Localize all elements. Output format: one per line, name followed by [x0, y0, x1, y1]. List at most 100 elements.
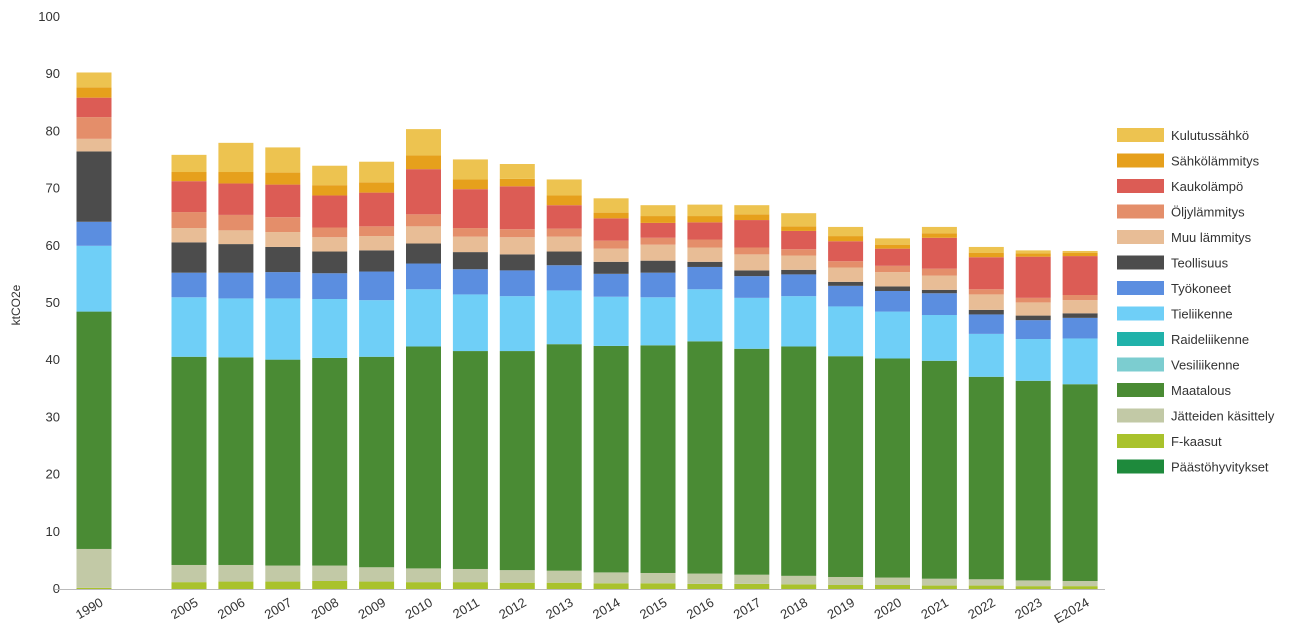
bar-segment — [265, 147, 301, 173]
bar-segment — [499, 582, 535, 589]
bar-segment — [546, 290, 582, 345]
x-tick-label: 2012 — [496, 595, 529, 622]
bar-segment — [546, 265, 582, 291]
bar-segment — [1015, 297, 1051, 303]
bar-segment — [406, 582, 441, 589]
bar-segment — [359, 271, 395, 301]
bar-segment — [76, 97, 112, 118]
bar-segment — [218, 564, 254, 582]
bar-segment — [921, 268, 957, 276]
legend-item: Työkoneet — [1117, 281, 1231, 296]
bar-segment — [312, 580, 348, 589]
bar-segment — [218, 214, 254, 231]
bar-segment — [1015, 339, 1051, 381]
bar-segment — [828, 285, 864, 307]
bar-segment — [452, 269, 488, 295]
bar-segment — [1062, 294, 1098, 301]
bar-segment — [875, 311, 910, 359]
bar-segment — [312, 185, 348, 196]
bar-segment — [265, 359, 301, 566]
bar-segment — [687, 289, 723, 342]
bar-segment — [921, 360, 957, 579]
bar-segment — [640, 345, 676, 573]
bar-segment — [218, 230, 254, 245]
bar-segment — [499, 570, 535, 583]
x-tick-label: 2009 — [356, 595, 389, 622]
bar-segment — [171, 181, 207, 213]
bar-segment — [1062, 580, 1098, 587]
bar-segment — [76, 151, 112, 222]
legend-label: Raideliikenne — [1171, 332, 1249, 347]
bar-segment — [593, 212, 629, 219]
bar-segment — [781, 296, 817, 347]
bar-segment — [828, 306, 864, 357]
bar-segment — [593, 248, 629, 262]
legend-item: Öljylämmitys — [1117, 204, 1245, 220]
bar-segment — [828, 267, 864, 282]
bar-segment — [921, 275, 957, 290]
y-tick-label: 10 — [46, 524, 60, 539]
bar-segment — [265, 172, 301, 185]
bar-segment — [640, 272, 676, 298]
y-axis-title: ktCO2e — [9, 284, 23, 325]
bar-segment — [687, 204, 723, 217]
bar-segment — [734, 205, 770, 215]
legend-swatch — [1117, 204, 1164, 219]
legend-item: Kaukolämpö — [1117, 179, 1243, 194]
bar-segment — [546, 251, 582, 266]
y-tick-label: 20 — [46, 467, 60, 482]
bar-segment — [76, 87, 112, 98]
bar-segment — [593, 583, 629, 589]
bar-segment — [593, 240, 629, 249]
bar-segment — [406, 155, 441, 170]
bar-segment — [171, 297, 207, 357]
bar-segment — [218, 298, 254, 358]
bar-segment — [875, 248, 910, 266]
bar-segment — [452, 582, 488, 589]
legend-label: Jätteiden käsittely — [1171, 409, 1275, 424]
bar-segment — [921, 293, 957, 316]
bar-segment — [406, 243, 441, 264]
bar-segment — [921, 289, 957, 294]
bar-segment — [452, 568, 488, 583]
bar-segment — [1015, 315, 1051, 321]
bar-segment — [406, 289, 441, 347]
bar-segment — [452, 252, 488, 270]
bar-segment — [499, 164, 535, 179]
bar-segment — [921, 237, 957, 269]
bar-segment — [546, 582, 582, 589]
bar-segment — [171, 356, 207, 565]
bar-segment — [265, 232, 301, 247]
bar-segment — [921, 585, 957, 589]
bar-segment — [452, 351, 488, 569]
bar-segment — [546, 195, 582, 206]
bar-segment — [452, 159, 488, 180]
legend-swatch — [1117, 230, 1164, 244]
bar-segment — [921, 233, 957, 238]
bar-segment — [828, 356, 864, 577]
bar-segment — [171, 242, 207, 273]
bar-segment — [76, 587, 112, 589]
bar-segment — [875, 238, 910, 245]
bar-segment — [781, 226, 817, 231]
bar-segment — [921, 578, 957, 586]
bar-segment — [734, 574, 770, 584]
y-tick-label: 100 — [38, 9, 60, 24]
bar-segment — [265, 217, 301, 233]
legend-item: Maatalous — [1117, 383, 1231, 398]
bar-segment — [359, 250, 395, 272]
legend-label: Maatalous — [1171, 383, 1231, 398]
bars — [76, 72, 1098, 589]
legend-label: Kaukolämpö — [1171, 179, 1243, 194]
bar-segment — [76, 117, 112, 139]
bar-segment — [359, 567, 395, 582]
bar-segment — [968, 314, 1004, 334]
x-tick-label: 2017 — [731, 595, 764, 622]
bar-segment — [781, 255, 817, 270]
bar-segment — [875, 272, 910, 287]
bar-segment — [1015, 253, 1051, 257]
bar-segment — [218, 244, 254, 273]
bar-segment — [499, 229, 535, 238]
bar-segment — [875, 244, 910, 249]
bar-segment — [734, 297, 770, 349]
